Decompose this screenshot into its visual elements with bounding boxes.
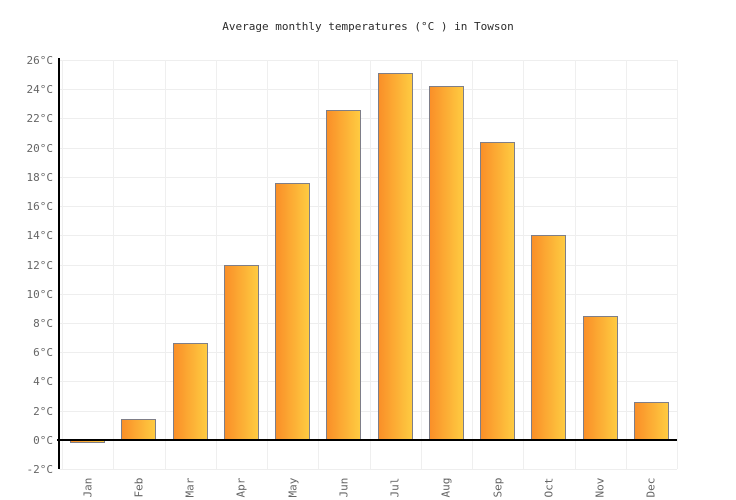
gridline-v-10 xyxy=(575,60,576,469)
gridline-v-11 xyxy=(626,60,627,469)
bar-sep xyxy=(480,141,516,440)
bar-apr xyxy=(223,264,259,440)
x-axis-zero-line xyxy=(57,439,677,441)
x-tick-label-mar: Mar xyxy=(183,477,197,498)
y-tick-label--2: -2°C xyxy=(26,463,54,476)
gridline-h-24 xyxy=(59,89,677,90)
gridline-v-3 xyxy=(216,60,217,469)
gridline-h-6 xyxy=(59,352,677,353)
bar-aug xyxy=(428,86,464,440)
gridline-v-8 xyxy=(472,60,473,469)
x-tick-label-dec: Dec xyxy=(644,477,658,498)
y-tick-label-8: 8°C xyxy=(33,317,53,330)
y-tick-label-0: 0°C xyxy=(33,434,53,447)
x-tick-label-nov: Nov xyxy=(593,477,607,498)
gridline-v-9 xyxy=(523,60,524,469)
chart-title: Average monthly temperatures (°C ) in To… xyxy=(222,20,514,33)
x-tick-label-oct: Oct xyxy=(542,477,556,498)
y-tick-label-16: 16°C xyxy=(26,200,54,213)
bar-feb xyxy=(121,419,157,440)
gridline-v-6 xyxy=(370,60,371,469)
bar-may xyxy=(275,182,311,440)
gridline-h-8 xyxy=(59,323,677,324)
y-tick-label-24: 24°C xyxy=(26,83,54,96)
y-tick-label-14: 14°C xyxy=(26,229,54,242)
gridline-v-2 xyxy=(165,60,166,469)
x-tick-label-aug: Aug xyxy=(439,477,453,498)
gridline-v-4 xyxy=(267,60,268,469)
y-tick-label-2: 2°C xyxy=(33,405,53,418)
bar-jun xyxy=(326,109,362,440)
y-tick-label-10: 10°C xyxy=(26,288,54,301)
bar-nov xyxy=(582,315,618,440)
y-tick-label-20: 20°C xyxy=(26,142,54,155)
gridline-h-2 xyxy=(59,411,677,412)
x-tick-label-jan: Jan xyxy=(81,477,95,498)
gridline-h-10 xyxy=(59,294,677,295)
gridline-h-14 xyxy=(59,235,677,236)
gridline-v-0 xyxy=(62,60,63,469)
bar-dec xyxy=(633,401,669,440)
x-tick-label-jun: Jun xyxy=(337,477,351,498)
y-tick-label-26: 26°C xyxy=(26,54,54,67)
bar-jul xyxy=(377,73,413,440)
gridline-h-20 xyxy=(59,148,677,149)
x-tick-label-may: May xyxy=(286,477,300,498)
y-tick-label-6: 6°C xyxy=(33,346,53,359)
bar-oct xyxy=(531,235,567,440)
y-tick-label-4: 4°C xyxy=(33,375,53,388)
bar-mar xyxy=(172,343,208,440)
gridline-h-26 xyxy=(59,60,677,61)
x-tick-label-apr: Apr xyxy=(234,477,248,498)
gridline-v-12 xyxy=(677,60,678,469)
gridline-v-5 xyxy=(318,60,319,469)
gridline-h--2 xyxy=(59,469,677,470)
gridline-h-4 xyxy=(59,381,677,382)
gridline-h-16 xyxy=(59,206,677,207)
y-axis-line xyxy=(57,58,60,469)
gridline-v-7 xyxy=(421,60,422,469)
y-tick-label-12: 12°C xyxy=(26,259,54,272)
y-tick-label-22: 22°C xyxy=(26,112,54,125)
y-tick-label-18: 18°C xyxy=(26,171,54,184)
x-tick-label-jul: Jul xyxy=(388,477,402,498)
gridline-v-1 xyxy=(113,60,114,469)
x-tick-label-feb: Feb xyxy=(132,477,146,498)
gridline-h-22 xyxy=(59,118,677,119)
gridline-h-18 xyxy=(59,177,677,178)
gridline-h-12 xyxy=(59,265,677,266)
x-tick-label-sep: Sep xyxy=(491,477,505,498)
